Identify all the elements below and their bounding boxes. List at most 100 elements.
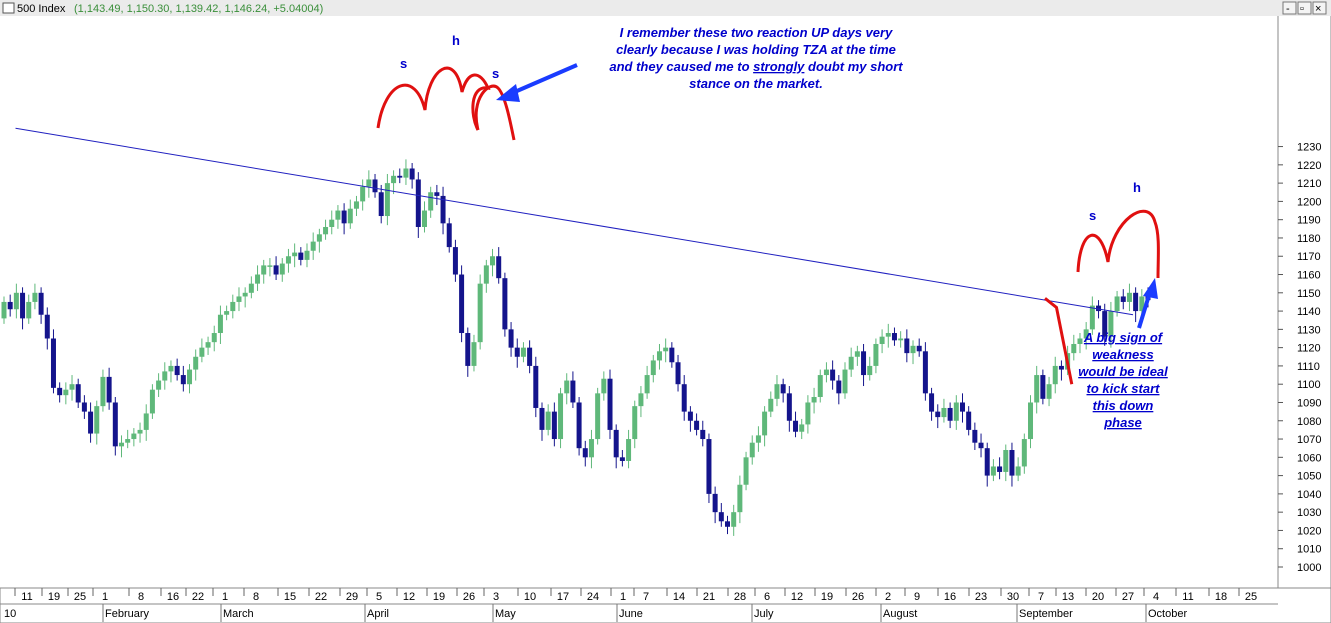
x-month-label: May <box>495 608 516 620</box>
y-tick-label: 1140 <box>1297 306 1321 318</box>
candle-body <box>13 292 19 310</box>
x-day-label: 25 <box>74 591 86 603</box>
candle-body <box>842 369 848 394</box>
candle-body <box>384 183 390 217</box>
candle-body <box>601 378 607 394</box>
candle-body <box>162 371 168 381</box>
candle-body <box>830 369 836 381</box>
x-month-label: August <box>883 608 917 620</box>
y-tick-label: 1050 <box>1297 471 1321 483</box>
candle-body <box>1102 311 1108 337</box>
candle-body <box>137 429 143 434</box>
candle-body <box>941 407 947 418</box>
candle-body <box>922 351 928 394</box>
x-day-label: 7 <box>1038 591 1044 603</box>
overlay: s h s I remember these two reaction UP d… <box>15 25 1168 430</box>
x-day-label: 3 <box>493 591 499 603</box>
x-day-label: 11 <box>21 591 32 603</box>
candle-body <box>885 333 891 337</box>
candle-body <box>1 301 7 319</box>
minimize-button[interactable] <box>1282 1 1297 15</box>
chart-ohlc-values: (1,143.49, 1,150.30, 1,139.42, 1,146.24,… <box>74 3 323 15</box>
candle-body <box>217 314 223 334</box>
x-day-label: 30 <box>1007 591 1019 603</box>
candle-body <box>564 380 570 394</box>
candle-body <box>675 362 681 385</box>
plot-area <box>0 16 1278 588</box>
pattern-left-shoulder-head <box>376 66 491 131</box>
maximize-button[interactable] <box>1297 1 1312 15</box>
arrow-1 <box>509 63 578 96</box>
window-title-bar <box>0 0 1331 16</box>
candle-body <box>539 407 545 430</box>
candle-body <box>50 338 56 388</box>
candle-body <box>199 347 205 357</box>
candle-body <box>984 448 990 476</box>
candle-body <box>669 347 675 363</box>
candle-body <box>879 336 885 344</box>
candle-body <box>793 420 799 432</box>
candle-body <box>681 384 687 412</box>
x-day-label: 20 <box>1092 591 1104 603</box>
trendline <box>15 127 1134 316</box>
note2-line6: phase <box>1103 415 1142 430</box>
y-tick-label: 1130 <box>1297 324 1321 336</box>
close-button[interactable] <box>1312 1 1327 15</box>
candle-body <box>947 407 953 421</box>
candle-body <box>273 265 279 275</box>
y-tick-label: 1090 <box>1297 397 1321 409</box>
x-month-label: April <box>367 608 389 620</box>
candle-body <box>187 369 193 385</box>
candle-body <box>403 168 409 178</box>
candle-body <box>799 424 805 432</box>
candle-body <box>774 384 780 399</box>
y-tick-label: 1020 <box>1297 525 1321 537</box>
candle-body <box>823 369 829 376</box>
y-tick-label: 1040 <box>1297 489 1321 501</box>
note1-line4: stance on the market. <box>689 76 823 91</box>
x-day-label: 9 <box>914 591 920 603</box>
x-day-label: 24 <box>587 591 599 603</box>
candle-body <box>706 439 712 494</box>
window-menu-icon[interactable] <box>2 2 15 14</box>
candle-body <box>762 411 768 436</box>
x-day-label: 22 <box>192 591 204 603</box>
candle-body <box>304 250 310 260</box>
note1-line3: and they caused me to strongly doubt my … <box>609 59 903 74</box>
candle-body <box>514 347 520 357</box>
candle-body <box>916 345 922 352</box>
pattern-right-shoulder <box>474 84 516 141</box>
candle-body <box>1083 329 1089 339</box>
candle-body <box>38 292 44 315</box>
x-day-label: 4 <box>1153 591 1159 603</box>
x-day-label: 6 <box>764 591 770 603</box>
candle-body <box>477 283 483 343</box>
x-day-label: 5 <box>376 591 382 603</box>
pattern1-head-label: h <box>452 33 460 48</box>
candle-body <box>44 314 50 339</box>
x-day-label: 16 <box>167 591 179 603</box>
candle-body <box>1139 296 1145 312</box>
candle-body <box>990 466 996 476</box>
candle-body <box>205 342 211 348</box>
candle-body <box>112 402 118 447</box>
candle-body <box>768 398 774 412</box>
candle-body <box>520 347 526 357</box>
candle-body <box>329 219 335 227</box>
candle-body <box>533 365 539 408</box>
candle-body <box>421 210 427 227</box>
x-day-label: 27 <box>1122 591 1134 603</box>
x-day-label: 1 <box>102 591 108 603</box>
candle-body <box>415 179 421 227</box>
x-day-label: 26 <box>852 591 864 603</box>
y-tick-label: 1150 <box>1297 288 1321 300</box>
candle-body <box>1040 375 1046 399</box>
x-day-label: 23 <box>975 591 987 603</box>
candle-body <box>32 292 38 302</box>
x-day-label: 11 <box>1182 591 1193 603</box>
candle-body <box>459 274 465 334</box>
candle-body <box>131 433 137 440</box>
candles <box>1 159 1151 536</box>
candle-body <box>632 406 638 440</box>
y-tick-label: 1110 <box>1297 361 1320 373</box>
